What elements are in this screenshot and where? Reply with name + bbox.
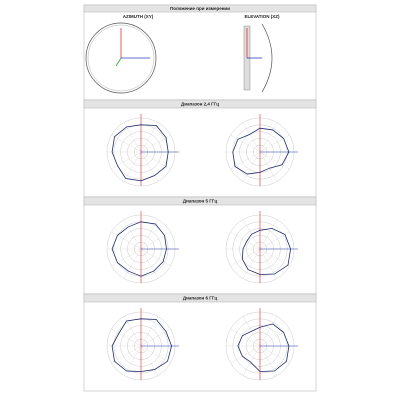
grid-spoke: [242, 345, 261, 376]
grid-spoke: [259, 345, 278, 376]
header-bar: [83, 293, 317, 303]
grid-spoke: [259, 134, 290, 153]
section-box: [83, 4, 317, 101]
header-bar: [83, 4, 317, 13]
grid-spoke: [242, 151, 261, 182]
band-title: Диапазон 2,4 ГГц: [181, 101, 219, 106]
grid-spoke: [230, 328, 261, 347]
grid-spoke: [140, 248, 171, 267]
grid-spoke: [111, 328, 142, 347]
grid-spoke: [140, 151, 159, 182]
pattern-curve: [241, 227, 292, 275]
grid-spoke: [123, 345, 142, 376]
section-box: [83, 293, 317, 392]
grid-spoke: [259, 151, 290, 170]
grid-spoke: [111, 151, 142, 170]
grid-spoke: [140, 151, 171, 170]
section-box: [83, 99, 317, 198]
pattern-curve: [237, 323, 290, 372]
grid-spoke: [140, 134, 171, 153]
grid-spoke: [140, 328, 171, 347]
grid-spoke: [111, 248, 142, 267]
header-bar: [83, 196, 317, 206]
grid-spoke: [123, 316, 142, 347]
band-title: Диапазон 5 ГГц: [183, 198, 217, 203]
grid-spoke: [140, 345, 171, 364]
grid-spoke: [259, 248, 278, 279]
grid-spoke: [230, 345, 261, 364]
grid-spoke: [123, 122, 142, 153]
grid-spoke: [242, 122, 261, 153]
pattern-curve: [111, 221, 167, 277]
grid-spoke: [259, 151, 278, 182]
grid-spoke: [259, 122, 278, 153]
grid-spoke: [140, 122, 159, 153]
grid-spoke: [230, 151, 261, 170]
column-label: ELEVATION (XZ): [244, 14, 280, 19]
section-box: [83, 196, 317, 295]
grid-spoke: [230, 134, 261, 153]
grid-spoke: [123, 248, 142, 279]
grid-spoke: [259, 345, 290, 364]
pattern-curve: [111, 318, 173, 372]
grid-spoke: [123, 219, 142, 250]
header-bar: [83, 99, 317, 109]
pattern-curve: [111, 124, 169, 182]
grid-spoke: [140, 316, 159, 347]
grid-spoke: [259, 328, 290, 347]
grid-spoke: [259, 231, 290, 250]
column-label: AZIMUTH (XY): [123, 14, 154, 19]
header-title: Положение при измерении: [170, 6, 230, 11]
grid-spoke: [111, 231, 142, 250]
grid-spoke: [259, 316, 278, 347]
grid-spoke: [242, 248, 261, 279]
grid-spoke: [259, 219, 278, 250]
grid-spoke: [230, 231, 261, 250]
grid-spoke: [140, 248, 159, 279]
band-title: Диапазон 6 ГГц: [183, 295, 217, 300]
grid-spoke: [140, 231, 171, 250]
grid-spoke: [111, 345, 142, 364]
elevation-diagram: [243, 23, 273, 93]
azimuth-diagram: [85, 22, 157, 94]
pattern-curve: [232, 127, 290, 175]
grid-spoke: [230, 248, 261, 267]
grid-spoke: [140, 219, 159, 250]
grid-spoke: [111, 134, 142, 153]
grid-spoke: [123, 151, 142, 182]
grid-spoke: [140, 345, 159, 376]
grid-spoke: [259, 248, 290, 267]
